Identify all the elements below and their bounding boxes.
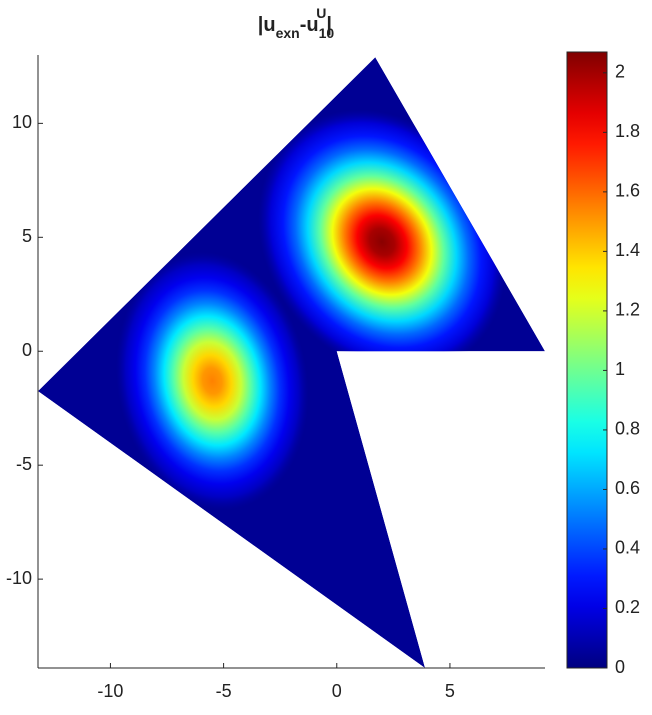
colorbar-tick-label: 0: [615, 657, 625, 677]
peak: [116, 251, 309, 510]
y-tick-label: -5: [16, 454, 32, 474]
colorbar-tick-label: 1: [615, 359, 625, 379]
title-part: |: [326, 14, 332, 36]
x-tick-label: -5: [216, 681, 232, 701]
y-tick-label: -10: [6, 568, 32, 588]
x-tick-label: 5: [445, 681, 455, 701]
x-tick-label: 0: [332, 681, 342, 701]
colorbar-tick-label: 2: [615, 62, 625, 82]
colorbar-tick-label: 0.4: [615, 538, 640, 558]
title-part: |u: [258, 14, 276, 36]
colorbar-tick-label: 0.6: [615, 478, 640, 498]
title-sub: exn: [276, 25, 300, 41]
title-sup: U: [316, 5, 326, 21]
colorbar-tick-label: 0.8: [615, 419, 640, 439]
y-tick-label: 10: [12, 112, 32, 132]
colorbar-tick-label: 1.4: [615, 240, 640, 260]
y-tick-label: 5: [22, 226, 32, 246]
colorbar-tick-label: 1.6: [615, 181, 640, 201]
x-tick-label: -10: [97, 681, 123, 701]
field: [38, 57, 545, 668]
colorbar-tick-label: 0.2: [615, 597, 640, 617]
colorbar-tick-label: 1.2: [615, 300, 640, 320]
y-tick-label: 0: [22, 340, 32, 360]
title-sub: 10: [319, 25, 335, 41]
colorbar: [566, 51, 608, 669]
title-part: -u: [300, 14, 319, 36]
chart-title: |uexn-u10 U|: [258, 5, 335, 41]
colorbar-tick-label: 1.8: [615, 121, 640, 141]
